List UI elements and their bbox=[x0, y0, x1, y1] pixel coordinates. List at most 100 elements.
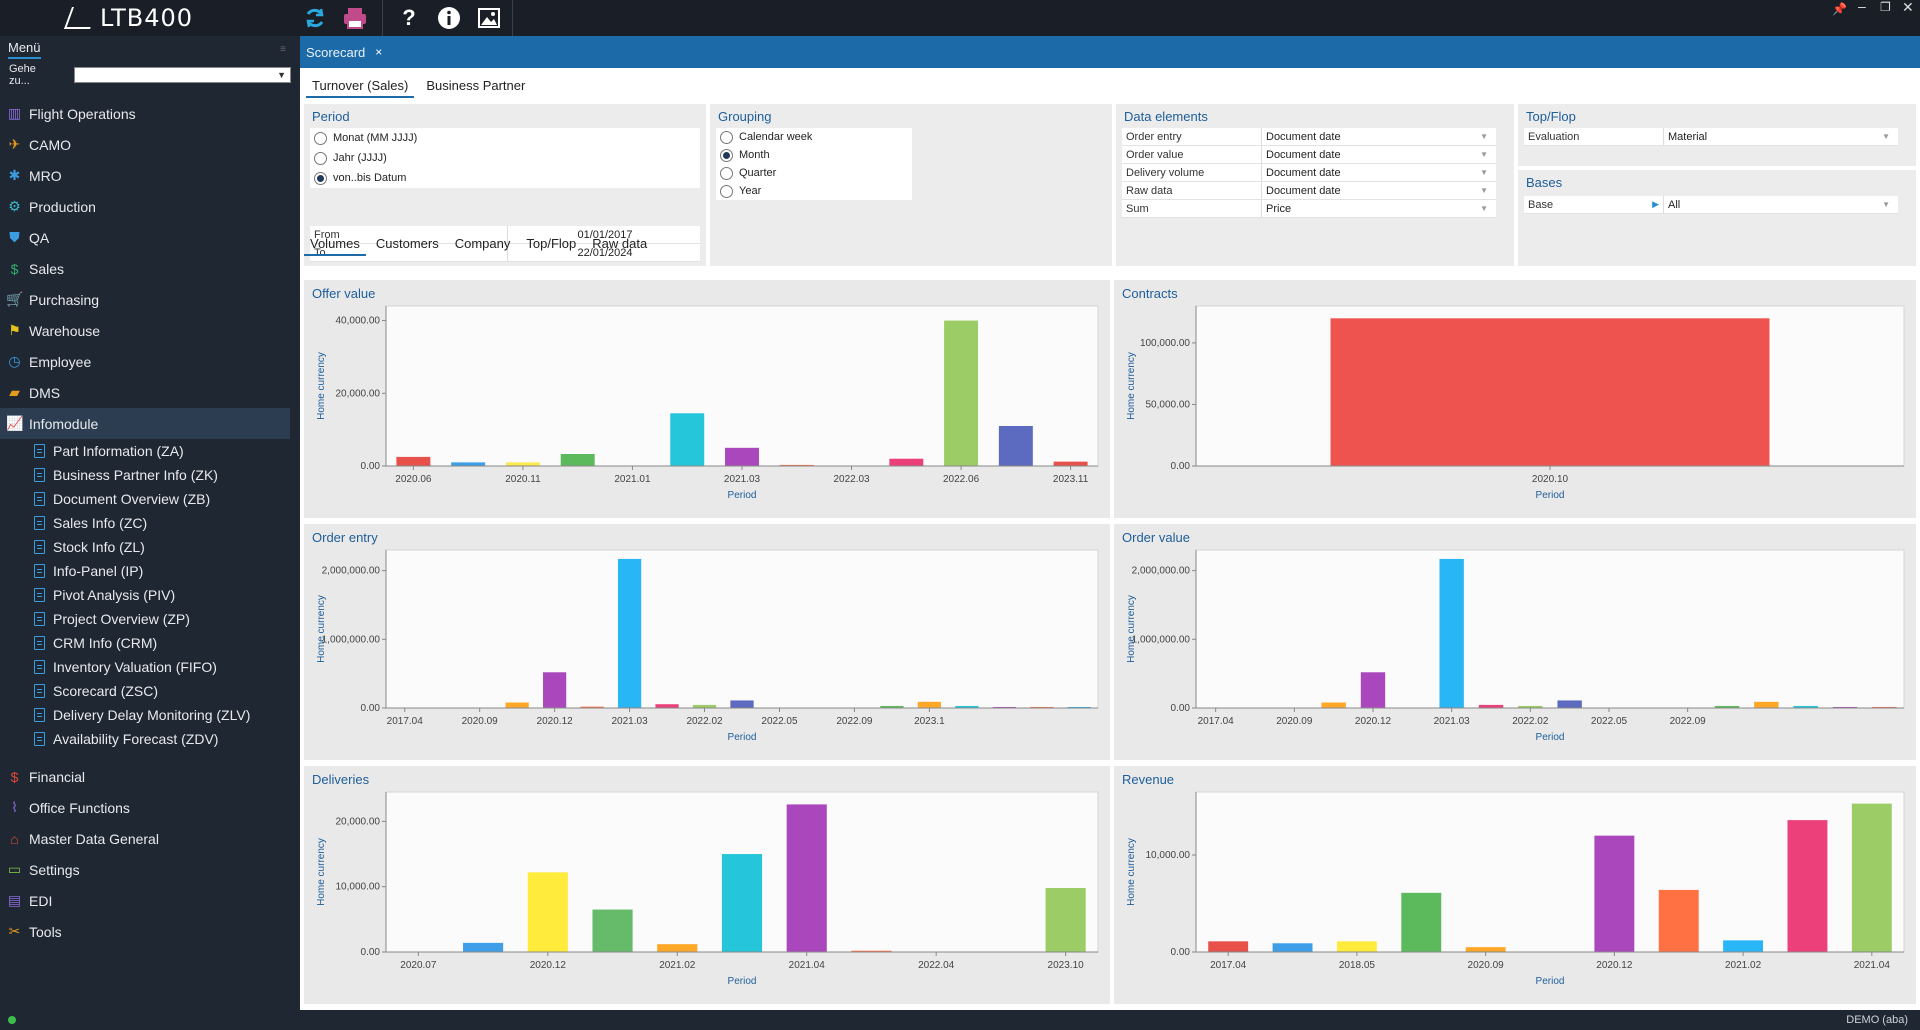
chevron-down-icon[interactable]: ▼ bbox=[1882, 132, 1890, 141]
bar[interactable] bbox=[1030, 706, 1054, 708]
bar[interactable] bbox=[1478, 704, 1504, 708]
bar[interactable] bbox=[1793, 705, 1818, 708]
print-icon[interactable] bbox=[340, 4, 370, 32]
sidebar-item-purchasing[interactable]: 🛒 Purchasing bbox=[0, 284, 300, 315]
data-element-select[interactable]: Document date ▼ bbox=[1262, 128, 1494, 145]
bar[interactable] bbox=[1518, 705, 1543, 708]
sidebar-item-infomodule[interactable]: 📈 Infomodule bbox=[0, 408, 290, 439]
sidebar-subitem[interactable]: Info-Panel (IP) bbox=[0, 559, 300, 583]
bar[interactable] bbox=[1787, 820, 1828, 952]
tab-company[interactable]: Company bbox=[454, 236, 511, 251]
radio-button[interactable] bbox=[720, 130, 733, 144]
sidebar-subitem[interactable]: Part Information (ZA) bbox=[0, 439, 300, 463]
bar[interactable] bbox=[1360, 672, 1386, 708]
bar[interactable] bbox=[1330, 318, 1770, 466]
tab-turnover-sales[interactable]: Turnover (Sales) bbox=[306, 74, 415, 98]
bar[interactable] bbox=[670, 413, 705, 466]
chevron-down-icon[interactable]: ▼ bbox=[1480, 168, 1488, 177]
tab-business-partner[interactable]: Business Partner bbox=[426, 78, 526, 93]
help-icon[interactable]: ? bbox=[402, 5, 416, 30]
bar[interactable] bbox=[1045, 888, 1086, 952]
minimize-icon[interactable]: – bbox=[1858, 0, 1866, 14]
tab-customers[interactable]: Customers bbox=[375, 236, 439, 251]
sidebar-item-master-data-general[interactable]: ⌂ Master Data General bbox=[0, 823, 300, 854]
bar[interactable] bbox=[692, 704, 717, 708]
grouping-option-quarter[interactable]: Quarter bbox=[720, 164, 912, 182]
bar[interactable] bbox=[725, 447, 759, 466]
data-element-select[interactable]: Price ▼ bbox=[1262, 200, 1494, 217]
bar[interactable] bbox=[779, 464, 814, 466]
tab-volumes[interactable]: Volumes bbox=[304, 234, 366, 256]
grouping-option-week[interactable]: Calendar week bbox=[720, 128, 912, 146]
sidebar-item-camo[interactable]: ✈ CAMO bbox=[0, 129, 300, 160]
chevron-down-icon[interactable]: ▼ bbox=[1480, 132, 1488, 141]
bar[interactable] bbox=[543, 672, 567, 708]
sidebar-item-warehouse[interactable]: ⚑ Warehouse bbox=[0, 315, 300, 346]
bar[interactable] bbox=[1053, 461, 1088, 466]
bar[interactable] bbox=[1872, 706, 1897, 708]
sidebar-subitem[interactable]: Delivery Delay Monitoring (ZLV) bbox=[0, 703, 300, 727]
sidebar-subitem[interactable]: Availability Forecast (ZDV) bbox=[0, 727, 300, 751]
sidebar-item-employee[interactable]: ◷ Employee bbox=[0, 346, 300, 377]
bar[interactable] bbox=[505, 702, 529, 708]
sidebar-item-production[interactable]: ⚙ Production bbox=[0, 191, 300, 222]
radio-button[interactable] bbox=[314, 151, 327, 165]
bar[interactable] bbox=[1557, 700, 1582, 708]
sidebar-item-settings[interactable]: ▭ Settings bbox=[0, 854, 300, 885]
bar[interactable] bbox=[786, 804, 827, 952]
bar[interactable] bbox=[396, 456, 431, 466]
radio-button[interactable] bbox=[720, 148, 733, 162]
period-option-range[interactable]: von..bis Datum bbox=[314, 168, 700, 188]
pin-icon[interactable]: 📌 bbox=[1832, 2, 1847, 16]
sidebar-item-office-functions[interactable]: ⌇ Office Functions bbox=[0, 792, 300, 823]
bar[interactable] bbox=[1321, 702, 1346, 708]
bar[interactable] bbox=[1714, 705, 1740, 708]
period-option-month[interactable]: Monat (MM JJJJ) bbox=[314, 128, 700, 148]
restore-icon[interactable]: ❐ bbox=[1880, 0, 1891, 14]
from-field[interactable]: 01/01/2017 bbox=[577, 228, 633, 241]
bar[interactable] bbox=[1658, 889, 1699, 952]
sidebar-subitem[interactable]: Sales Info (ZC) bbox=[0, 511, 300, 535]
bar[interactable] bbox=[655, 704, 679, 708]
bar[interactable] bbox=[1723, 940, 1764, 952]
sidebar-item-financial[interactable]: $ Financial bbox=[0, 761, 300, 792]
data-element-select[interactable]: Document date ▼ bbox=[1262, 146, 1494, 163]
bar[interactable] bbox=[1594, 835, 1635, 952]
tab-topflop[interactable]: Top/Flop bbox=[526, 236, 577, 251]
radio-button[interactable] bbox=[314, 171, 327, 185]
sidebar-subitem[interactable]: Pivot Analysis (PIV) bbox=[0, 583, 300, 607]
grouping-option-year[interactable]: Year bbox=[720, 182, 912, 200]
info-icon[interactable] bbox=[434, 4, 464, 32]
bar[interactable] bbox=[992, 706, 1016, 708]
chevron-down-icon[interactable]: ▼ bbox=[1480, 150, 1488, 159]
bar[interactable] bbox=[1067, 706, 1091, 708]
chevron-down-icon[interactable]: ▼ bbox=[1480, 204, 1488, 213]
chevron-down-icon[interactable]: ▼ bbox=[1480, 186, 1488, 195]
close-tab-icon[interactable]: × bbox=[375, 45, 383, 59]
bar[interactable] bbox=[463, 942, 504, 952]
grouping-option-month[interactable]: Month bbox=[720, 146, 912, 164]
bar[interactable] bbox=[1851, 803, 1892, 952]
bar[interactable] bbox=[592, 909, 633, 952]
bar[interactable] bbox=[1401, 892, 1442, 952]
evaluation-select[interactable]: Material ▼ bbox=[1664, 128, 1896, 145]
sidebar-item-sales[interactable]: $ Sales bbox=[0, 253, 300, 284]
goto-dropdown-icon[interactable]: ▼ bbox=[277, 70, 286, 80]
refresh-icon[interactable] bbox=[300, 4, 330, 32]
bar[interactable] bbox=[889, 458, 924, 466]
sidebar-subitem[interactable]: Business Partner Info (ZK) bbox=[0, 463, 300, 487]
bar[interactable] bbox=[944, 320, 979, 466]
bar[interactable] bbox=[851, 950, 892, 952]
chevron-down-icon[interactable]: ▼ bbox=[1882, 200, 1890, 209]
bar[interactable] bbox=[1208, 941, 1249, 952]
bar[interactable] bbox=[657, 944, 698, 952]
sidebar-subitem[interactable]: Scorecard (ZSC) bbox=[0, 679, 300, 703]
radio-button[interactable] bbox=[720, 166, 733, 180]
sidebar-item-mro[interactable]: ✱ MRO bbox=[0, 160, 300, 191]
sidebar-subitem[interactable]: Stock Info (ZL) bbox=[0, 535, 300, 559]
radio-button[interactable] bbox=[314, 131, 327, 145]
sidebar-item-dms[interactable]: ▰ DMS bbox=[0, 377, 300, 408]
bar[interactable] bbox=[1465, 947, 1506, 952]
collapse-icon[interactable]: ≡ bbox=[280, 43, 286, 55]
base-select[interactable]: All ▼ bbox=[1664, 196, 1896, 213]
